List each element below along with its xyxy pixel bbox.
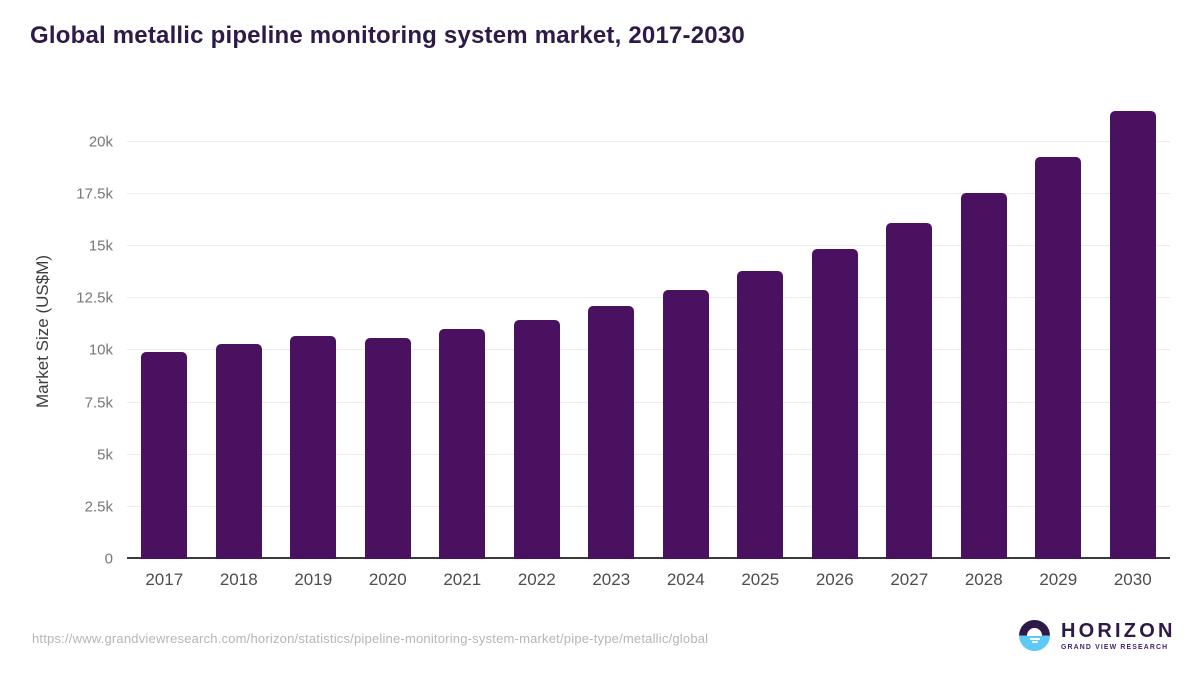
bar-2018 bbox=[215, 344, 262, 559]
x-tick-label-2019: 2019 bbox=[294, 570, 333, 589]
bar-2030 bbox=[1109, 110, 1156, 559]
bar-2021 bbox=[439, 329, 486, 559]
x-tick-label-2018: 2018 bbox=[219, 570, 258, 589]
bar-series bbox=[127, 104, 1170, 559]
bar-band-2029 bbox=[1021, 104, 1096, 559]
bar-2017 bbox=[141, 351, 188, 559]
y-tick-label-2.5k: 2.5k bbox=[84, 498, 113, 516]
x-tick-label-2030: 2030 bbox=[1113, 570, 1152, 589]
bar-band-2018 bbox=[202, 104, 277, 559]
bar-2023 bbox=[588, 305, 635, 559]
x-tick-label-2026: 2026 bbox=[815, 570, 854, 589]
logo-subtitle: GRAND VIEW RESEARCH bbox=[1061, 643, 1169, 651]
bar-band-2022 bbox=[500, 104, 575, 559]
bar-band-2017 bbox=[127, 104, 202, 559]
bar-2026 bbox=[811, 249, 858, 559]
gridline-17.5k bbox=[127, 193, 1170, 195]
bar-2020 bbox=[364, 337, 411, 559]
y-tick-label-7.5k: 7.5k bbox=[84, 394, 113, 412]
gridline-10k bbox=[127, 349, 1170, 351]
logo-text: HORIZON GRAND VIEW RESEARCH bbox=[1061, 621, 1176, 651]
y-tick-label-15k: 15k bbox=[88, 237, 113, 255]
bar-band-2025 bbox=[723, 104, 798, 559]
source-url: https://www.grandviewresearch.com/horizo… bbox=[32, 631, 709, 646]
bar-band-2019 bbox=[276, 104, 351, 559]
sun-icon bbox=[1027, 628, 1042, 636]
y-tick-label-10k: 10k bbox=[88, 341, 113, 359]
bar-band-2024 bbox=[649, 104, 724, 559]
y-tick-label-12.5k: 12.5k bbox=[76, 289, 113, 307]
x-tick-label-2022: 2022 bbox=[517, 570, 556, 589]
bar-2024 bbox=[662, 289, 709, 559]
bar-2027 bbox=[886, 223, 933, 559]
gridline-7.5k bbox=[127, 401, 1170, 403]
x-tick-label-2027: 2027 bbox=[890, 570, 929, 589]
gridline-15k bbox=[127, 245, 1170, 247]
bar-2022 bbox=[513, 319, 560, 559]
bar-2029 bbox=[1035, 156, 1082, 559]
x-tick-label-2020: 2020 bbox=[368, 570, 407, 589]
x-axis-tick-labels: 2017 2018 2019 2020 2021 2022 2023 2024 2025 2026… bbox=[127, 570, 1170, 590]
x-tick-label-2024: 2024 bbox=[666, 570, 705, 589]
horizon-logo-icon bbox=[1019, 620, 1050, 651]
y-tick-label-5k: 5k bbox=[97, 446, 113, 464]
x-tick-label-2023: 2023 bbox=[592, 570, 631, 589]
y-axis-tick-labels: 0 2.5k 5k 7.5k 10k 12.5k 15k 17.5k 20k bbox=[0, 104, 113, 566]
chart-title: Global metallic pipeline monitoring syst… bbox=[30, 22, 745, 49]
x-tick-label-2028: 2028 bbox=[964, 570, 1003, 589]
bar-band-2028 bbox=[947, 104, 1022, 559]
y-tick-label-20k: 20k bbox=[88, 133, 113, 151]
bar-2028 bbox=[960, 193, 1007, 559]
gridline-2.5k bbox=[127, 505, 1170, 507]
y-tick-label-0: 0 bbox=[104, 550, 113, 568]
logo-title: HORIZON bbox=[1061, 619, 1176, 642]
bar-band-2026 bbox=[798, 104, 873, 559]
bar-band-2020 bbox=[351, 104, 426, 559]
bar-2019 bbox=[290, 336, 337, 559]
bar-2025 bbox=[737, 271, 784, 559]
gridline-12.5k bbox=[127, 297, 1170, 299]
horizon-logo: HORIZON GRAND VIEW RESEARCH bbox=[1019, 620, 1176, 651]
bar-band-2027 bbox=[872, 104, 947, 559]
reflection-line-icon bbox=[1031, 641, 1038, 643]
gridline-5k bbox=[127, 453, 1170, 455]
x-tick-label-2025: 2025 bbox=[741, 570, 780, 589]
x-axis-line bbox=[127, 557, 1170, 559]
x-tick-label-2017: 2017 bbox=[145, 570, 184, 589]
x-tick-label-2029: 2029 bbox=[1039, 570, 1078, 589]
y-tick-label-17.5k: 17.5k bbox=[76, 185, 113, 203]
plot-area bbox=[127, 104, 1170, 559]
gridline-20k bbox=[127, 140, 1170, 142]
reflection-line-icon bbox=[1029, 637, 1040, 640]
x-tick-label-2021: 2021 bbox=[443, 570, 482, 589]
bar-band-2030 bbox=[1096, 104, 1171, 559]
bar-band-2021 bbox=[425, 104, 500, 559]
bar-band-2023 bbox=[574, 104, 649, 559]
